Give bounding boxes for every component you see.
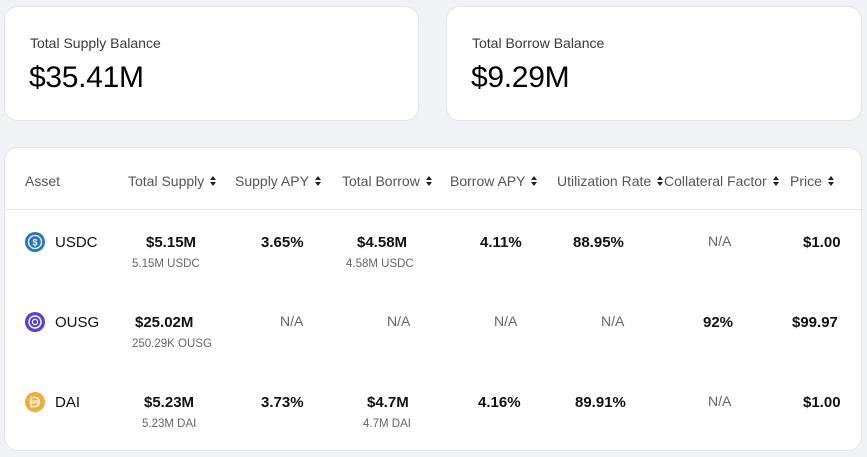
header-collateral-factor[interactable]: Collateral Factor: [664, 173, 779, 189]
total-borrow-value: N/A: [387, 313, 411, 329]
total-borrow-sub: 4.58M USDC: [346, 258, 414, 270]
total-supply-card: Total Supply Balance $35.41M: [4, 6, 419, 121]
header-asset: Asset: [25, 173, 61, 189]
header-borrow-apy[interactable]: Borrow APY: [450, 173, 538, 189]
svg-text:$: $: [32, 238, 37, 248]
total-borrow-value: $4.7M: [367, 394, 409, 411]
collateral-factor-value: N/A: [708, 393, 732, 409]
total-borrow-value: $4.58M: [357, 234, 408, 251]
sort-icon[interactable]: [425, 176, 432, 186]
sort-icon[interactable]: [314, 176, 321, 186]
sort-icon[interactable]: [531, 176, 538, 186]
sort-icon[interactable]: [827, 176, 834, 186]
usdc-icon: $: [25, 232, 45, 252]
total-supply-value: $25.02M: [135, 314, 194, 331]
header-total-supply[interactable]: Total Supply: [128, 173, 217, 189]
header-total-borrow[interactable]: Total Borrow: [342, 173, 432, 189]
supply-apy-value: N/A: [280, 313, 304, 329]
table-header: Asset Total Supply Supply APY Total Borr…: [5, 148, 861, 210]
asset-name: DAI: [55, 394, 81, 411]
utilization-rate-value: 88.95%: [573, 234, 624, 251]
sort-icon[interactable]: [657, 176, 664, 186]
borrow-apy-value: N/A: [494, 313, 518, 329]
total-supply-label: Total Supply Balance: [30, 35, 161, 51]
total-supply-sub: 5.15M USDC: [132, 258, 200, 270]
total-supply-sub: 250.29K OUSG: [132, 338, 212, 350]
total-supply-sub: 5.23M DAI: [142, 418, 197, 430]
total-borrow-value: $9.29M: [471, 61, 570, 94]
table-row-usdc[interactable]: $ USDC $5.15M 5.15M USDC 3.65% $4.58M 4.…: [5, 211, 861, 291]
table-row-dai[interactable]: DAI $5.23M 5.23M DAI 3.73% $4.7M 4.7M DA…: [5, 371, 861, 450]
supply-apy-value: 3.65%: [261, 234, 304, 251]
price-value: $1.00: [803, 394, 841, 411]
markets-table: Asset Total Supply Supply APY Total Borr…: [4, 147, 862, 451]
total-supply-value: $5.15M: [146, 234, 197, 251]
price-value: $99.97: [792, 314, 838, 331]
borrow-apy-value: 4.16%: [478, 394, 521, 411]
total-supply-value: $5.23M: [144, 394, 195, 411]
asset-name: USDC: [55, 234, 98, 251]
asset-name: OUSG: [55, 314, 100, 331]
header-price[interactable]: Price: [790, 173, 834, 189]
supply-apy-value: 3.73%: [261, 394, 304, 411]
sort-icon[interactable]: [772, 176, 779, 186]
collateral-factor-value: 92%: [703, 314, 734, 331]
total-borrow-sub: 4.7M DAI: [363, 418, 411, 430]
header-utilization-rate[interactable]: Utilization Rate: [557, 173, 664, 189]
utilization-rate-value: N/A: [601, 313, 625, 329]
total-supply-value: $35.41M: [29, 61, 144, 94]
utilization-rate-value: 89.91%: [575, 394, 626, 411]
borrow-apy-value: 4.11%: [480, 234, 522, 251]
collateral-factor-value: N/A: [708, 233, 732, 249]
ousg-icon: [25, 312, 45, 332]
total-borrow-card: Total Borrow Balance $9.29M: [446, 6, 862, 121]
total-borrow-label: Total Borrow Balance: [472, 35, 605, 51]
dai-icon: [25, 392, 45, 412]
sort-icon[interactable]: [210, 176, 217, 186]
price-value: $1.00: [803, 234, 841, 251]
header-supply-apy[interactable]: Supply APY: [235, 173, 321, 189]
table-row-ousg[interactable]: OUSG $25.02M 250.29K OUSG N/A N/A N/A N/…: [5, 291, 861, 371]
